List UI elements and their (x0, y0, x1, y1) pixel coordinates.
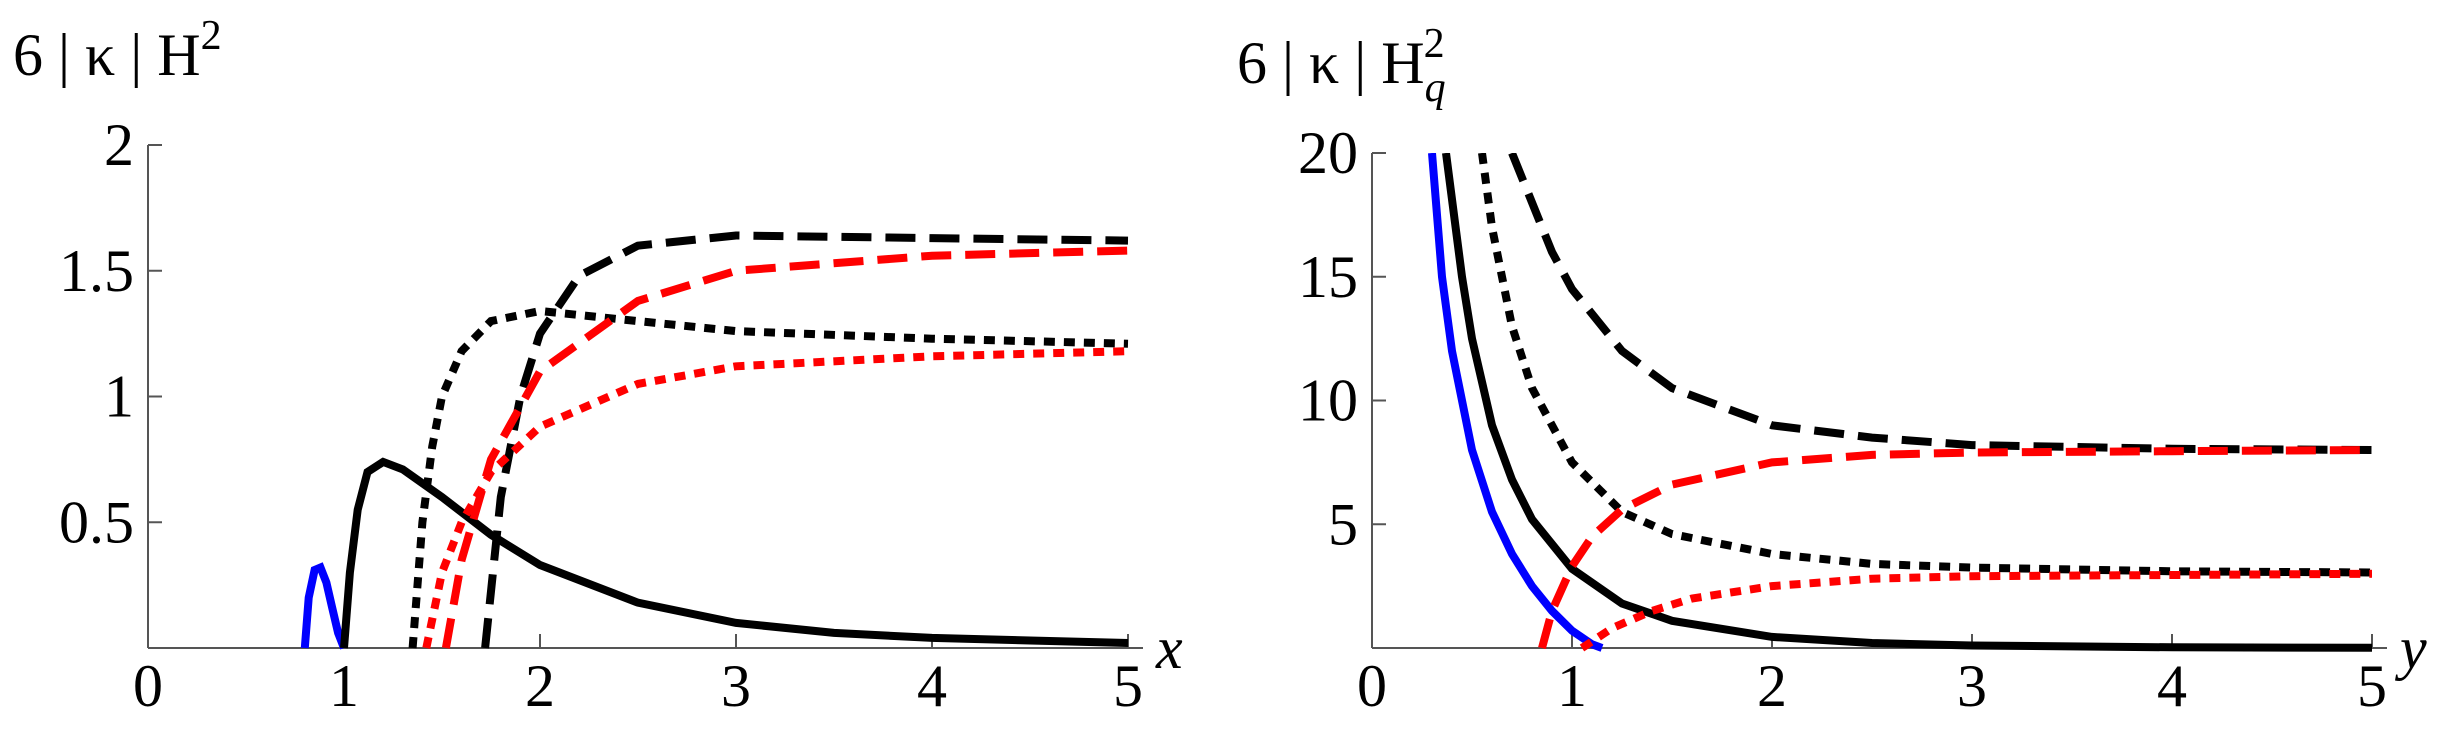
y-tick-label: 1.5 (59, 238, 134, 304)
x-tick-label: 5 (1113, 653, 1143, 719)
y-tick-label: 2 (104, 112, 134, 178)
x-tick-label: 4 (917, 653, 947, 719)
y-label-text: 6 | κ | H (13, 22, 201, 88)
y-tick-label: 20 (1298, 120, 1358, 186)
x-tick-label: 1 (329, 653, 359, 719)
y-tick-label: 0.5 (59, 489, 134, 555)
x-axis-label: y (2394, 615, 2427, 681)
y-label-sup: 2 (201, 13, 222, 59)
x-tick-label: 3 (721, 653, 751, 719)
y-tick-label: 5 (1328, 491, 1358, 557)
line (1478, 153, 2373, 577)
x-axis-label: x (1155, 615, 1183, 681)
y-label-sup: 2 (1424, 21, 1445, 67)
line (1579, 569, 2373, 652)
y-axis-label: 6 | κ | Hq2 (1237, 21, 1446, 111)
x-tick-label: 0 (1357, 653, 1387, 719)
y-tick-label: 15 (1298, 244, 1358, 310)
y-tick-label: 10 (1298, 368, 1358, 434)
x-tick-label: 2 (525, 653, 555, 719)
line (441, 246, 1129, 649)
y-label-sub: q (1425, 65, 1446, 111)
line (300, 562, 348, 650)
line (481, 231, 1129, 649)
line (1442, 153, 2373, 652)
y-tick-label: 1 (104, 364, 134, 430)
x-tick-label: 1 (1557, 653, 1587, 719)
y-axis-label: 6 | κ | H2 (13, 13, 222, 88)
line (408, 306, 1129, 649)
y-label-text: 6 | κ | H (1237, 30, 1425, 96)
x-tick-label: 5 (2357, 653, 2387, 719)
line (340, 457, 1129, 649)
line (422, 347, 1129, 649)
x-tick-label: 0 (133, 653, 163, 719)
x-tick-label: 4 (2157, 653, 2187, 719)
line (1428, 153, 1604, 652)
line (1538, 446, 2373, 650)
x-tick-label: 3 (1957, 653, 1987, 719)
x-tick-label: 2 (1757, 653, 1787, 719)
line (1508, 153, 2373, 454)
